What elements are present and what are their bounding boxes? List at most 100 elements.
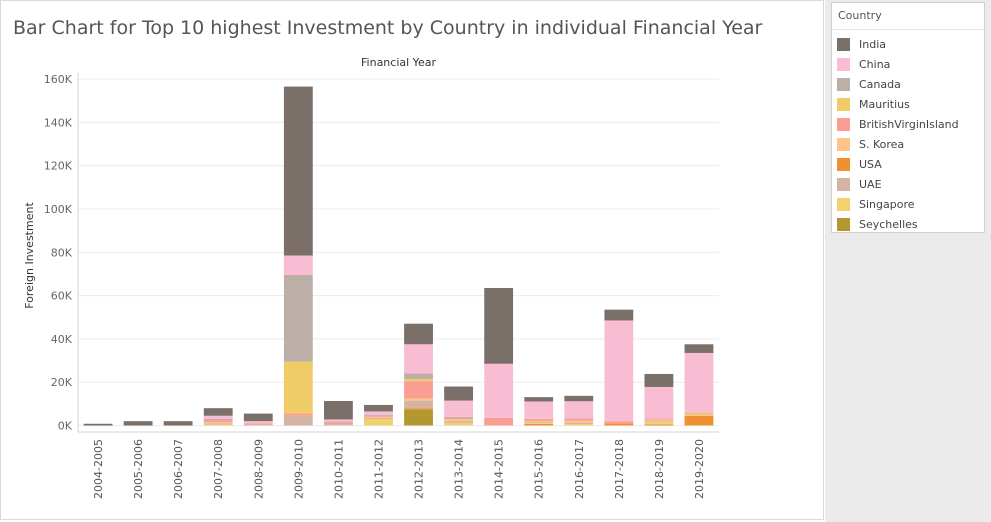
bar-segment <box>364 411 393 415</box>
bar-segment <box>364 419 393 426</box>
bar-segment <box>444 422 474 426</box>
legend-swatch <box>837 77 850 91</box>
x-tick-label: 2013-2014 <box>453 439 466 499</box>
x-tick-label: 2015-2016 <box>533 439 546 499</box>
bar-segment <box>564 420 594 423</box>
y-tick-label: 40K <box>51 333 73 346</box>
x-tick-label: 2007-2008 <box>212 439 225 499</box>
bar-segment <box>484 287 514 364</box>
y-tick-label: 100K <box>44 203 73 216</box>
bar-segment <box>404 400 433 409</box>
bar-segment <box>684 344 714 353</box>
legend-item[interactable]: Canada <box>832 74 984 94</box>
legend-swatch <box>837 57 850 71</box>
bar-segment <box>404 381 433 399</box>
bar-segment <box>203 422 233 424</box>
bar-segment <box>644 386 674 419</box>
legend-swatch <box>837 197 850 211</box>
bar-segment <box>524 421 554 423</box>
bar-segment <box>283 361 313 414</box>
x-tick-label: 2006-2007 <box>172 439 185 499</box>
bar-segment <box>364 415 393 417</box>
y-tick-label: 160K <box>44 73 73 86</box>
bar-segment <box>564 423 594 426</box>
bar-segment <box>684 352 714 413</box>
x-tick-label: 2008-2009 <box>252 439 265 499</box>
bar-segment <box>604 421 634 424</box>
legend-swatch <box>837 177 850 191</box>
bar-segment <box>203 415 233 420</box>
x-tick-label: 2011-2012 <box>372 439 385 499</box>
bar-segment <box>323 424 353 426</box>
bar-segment <box>283 255 313 275</box>
legend-swatch <box>837 157 850 171</box>
bar-segment <box>404 323 433 345</box>
legend-item[interactable]: BritishVirginIsland <box>832 114 984 134</box>
bar-segment <box>644 424 674 426</box>
y-tick-label: 80K <box>51 246 73 259</box>
bar-segment <box>404 373 433 379</box>
bar-segment <box>564 418 594 421</box>
legend-item[interactable]: Seychelles <box>832 214 984 234</box>
bar-segment <box>243 413 273 422</box>
bar-segment <box>364 416 393 418</box>
bar-segment <box>524 397 554 402</box>
bar-segment <box>323 421 353 423</box>
bar-segment <box>404 378 433 382</box>
legend-item[interactable]: UAE <box>832 174 984 194</box>
legend-label: Canada <box>859 77 901 91</box>
x-tick-label: 2019-2020 <box>693 439 706 499</box>
bar-segment <box>564 395 594 402</box>
legend-item[interactable]: Mauritius <box>832 94 984 114</box>
legend-item[interactable]: China <box>832 54 984 74</box>
legend-swatch <box>837 117 850 131</box>
legend-swatch <box>837 97 850 111</box>
x-tick-label: 2017-2018 <box>613 439 626 499</box>
bar-segment <box>364 404 393 412</box>
legend-list: India China Canada Mauritius BritishVirginIs… <box>832 30 984 234</box>
x-tick-label: 2005-2006 <box>132 439 145 499</box>
bar-segment <box>684 414 714 416</box>
bar-segment <box>444 400 474 417</box>
legend-item[interactable]: USA <box>832 154 984 174</box>
legend-item[interactable]: S. Korea <box>832 134 984 154</box>
bar-segment <box>484 363 514 418</box>
y-tick-label: 120K <box>44 160 73 173</box>
x-tick-label: 2012-2013 <box>413 439 426 499</box>
bar-segment <box>243 421 273 424</box>
y-axis-title: Foreign Investment <box>23 202 36 309</box>
legend-item[interactable]: India <box>832 34 984 54</box>
bar-segment <box>524 423 554 426</box>
bar-segment <box>83 423 113 426</box>
bar-segment <box>364 414 393 416</box>
bar-segment <box>323 419 353 422</box>
legend-label: UAE <box>859 177 882 191</box>
legend-swatch <box>837 37 850 51</box>
bar-segment <box>604 309 634 321</box>
bar-segment <box>323 401 353 420</box>
legend-label: S. Korea <box>859 137 905 151</box>
bar-segment <box>283 86 313 256</box>
legend-title: Country <box>832 3 984 30</box>
y-tick-label: 60K <box>51 290 73 303</box>
bar-segment <box>444 419 474 422</box>
x-tick-label: 2009-2010 <box>292 439 305 499</box>
bar-segment <box>444 417 474 420</box>
legend-swatch <box>837 137 850 151</box>
bar-segment <box>524 401 554 419</box>
x-axis-title: Financial Year <box>361 56 436 69</box>
bar-segment <box>564 401 594 419</box>
bar-segment <box>444 386 474 401</box>
bar-segment <box>203 423 233 425</box>
x-tick-label: 2010-2011 <box>332 439 345 499</box>
bar-segment <box>283 413 313 416</box>
bar-segment <box>604 423 634 426</box>
y-tick-label: 0K <box>58 420 73 433</box>
x-tick-label: 2014-2015 <box>493 439 506 499</box>
bar-segment <box>684 412 714 414</box>
legend-label: China <box>859 57 891 71</box>
legend-item[interactable]: Singapore <box>832 194 984 214</box>
bar-segment <box>404 409 433 426</box>
bar-segment <box>404 398 433 401</box>
bar-segment <box>203 408 233 416</box>
